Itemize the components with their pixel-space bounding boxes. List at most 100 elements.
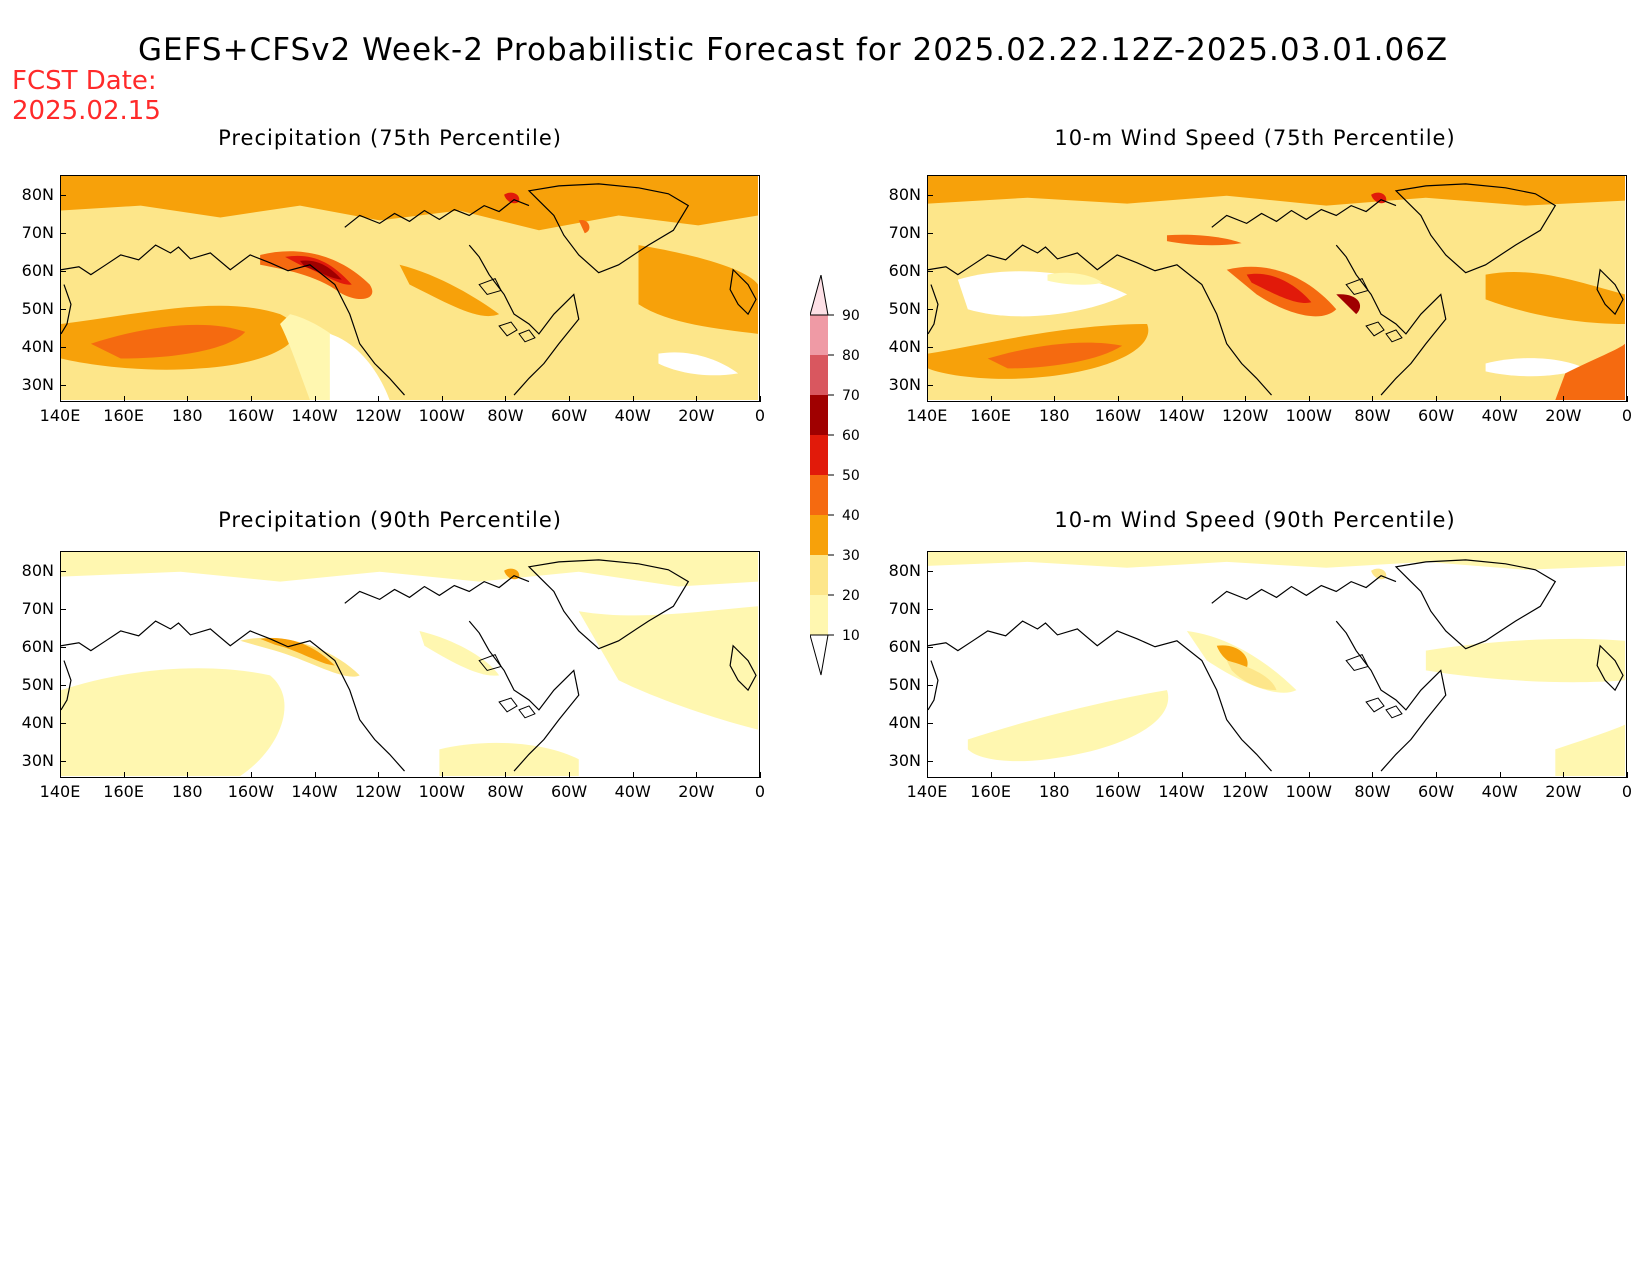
map-field-svg	[928, 552, 1625, 776]
lon-label: 160W	[227, 782, 275, 801]
colorbar: 10 20 30 40 50 60 70 80 90	[809, 274, 880, 685]
coastline	[61, 244, 405, 396]
lon-label: 180	[171, 782, 203, 801]
lon-tick	[60, 772, 61, 778]
lat-label: 60N	[888, 261, 921, 280]
lat-label: 70N	[888, 223, 921, 242]
lake-outline	[498, 697, 518, 713]
coastline	[527, 559, 690, 650]
colorbar-label: 90	[842, 308, 860, 324]
lon-tick	[632, 772, 634, 778]
lat-tick	[927, 761, 933, 762]
lat-label: 40N	[888, 337, 921, 356]
lon-label: 120W	[1221, 406, 1269, 425]
lon-tick	[187, 772, 189, 778]
lat-tick	[927, 685, 933, 686]
lat-label: 30N	[888, 375, 921, 394]
lon-tick	[569, 772, 571, 778]
probability-contour	[658, 352, 739, 376]
probability-contour	[1485, 358, 1586, 377]
probability-contour	[240, 637, 360, 677]
probability-contour	[61, 668, 285, 776]
lon-label: 140E	[39, 782, 81, 801]
coastline	[61, 284, 72, 335]
lon-tick	[990, 772, 992, 778]
lon-tick	[441, 772, 443, 778]
lon-tick	[1627, 772, 1628, 778]
lake-outline	[498, 321, 518, 337]
lat-label: 70N	[21, 223, 54, 242]
coastline	[468, 620, 580, 772]
lon-tick	[1436, 772, 1438, 778]
coastline	[928, 284, 939, 335]
colorbar-segment	[810, 435, 828, 475]
lon-tick	[696, 396, 698, 402]
colorbar-label: 40	[842, 508, 860, 524]
lat-label: 80N	[21, 185, 54, 204]
lon-tick	[60, 396, 61, 402]
lat-tick	[927, 647, 933, 648]
lon-label: 0	[754, 782, 766, 801]
lat-tick	[60, 685, 66, 686]
lon-tick	[123, 772, 125, 778]
colorbar-label: 50	[842, 468, 860, 484]
lat-tick	[60, 571, 66, 572]
coastline	[1335, 244, 1447, 396]
coastline	[1596, 268, 1624, 316]
lon-label: 80W	[487, 406, 524, 425]
lon-label: 160E	[103, 406, 144, 425]
lat-tick	[60, 347, 66, 348]
lat-tick	[60, 609, 66, 610]
lon-label: 100W	[1285, 406, 1332, 425]
lon-label: 160E	[970, 782, 1011, 801]
lat-label: 80N	[888, 561, 921, 580]
lat-label: 40N	[21, 713, 54, 732]
lon-tick	[1245, 396, 1247, 402]
lon-label: 100W	[1285, 782, 1332, 801]
lat-label: 30N	[888, 751, 921, 770]
lon-label: 60W	[1417, 782, 1455, 801]
probability-contour	[439, 742, 579, 776]
lon-tick	[1117, 396, 1119, 402]
lon-tick	[1181, 396, 1183, 402]
coastline	[527, 183, 690, 274]
lon-tick	[632, 396, 634, 402]
lon-tick	[1372, 772, 1374, 778]
coastline	[928, 660, 939, 711]
lon-label: 100W	[418, 406, 465, 425]
lon-tick	[1563, 772, 1565, 778]
lon-label: 120W	[1221, 782, 1269, 801]
lake-outline	[1365, 697, 1385, 713]
map-precip-90	[60, 551, 760, 778]
lon-label: 120W	[354, 406, 402, 425]
lon-tick	[1563, 396, 1565, 402]
probability-contour	[260, 251, 373, 300]
lat-tick	[927, 233, 933, 234]
panel-title-wind-75: 10-m Wind Speed (75th Percentile)	[1054, 126, 1456, 150]
colorbar-label: 10	[842, 628, 860, 644]
coastline	[1394, 183, 1557, 274]
colorbar-label: 80	[842, 348, 860, 364]
lon-tick	[1054, 396, 1056, 402]
probability-contour	[1047, 272, 1103, 285]
lat-tick	[60, 723, 66, 724]
lon-tick	[760, 772, 761, 778]
probability-contour	[1555, 343, 1625, 400]
colorbar-label: 30	[842, 548, 860, 564]
lon-label: 0	[754, 406, 766, 425]
lon-tick	[441, 396, 443, 402]
lon-tick	[1054, 772, 1056, 778]
lon-label: 0	[1621, 406, 1633, 425]
probability-contour	[987, 342, 1123, 369]
lat-label: 80N	[21, 561, 54, 580]
lon-tick	[696, 772, 698, 778]
probability-contour	[928, 176, 1625, 206]
probability-contour	[1216, 645, 1248, 669]
lon-label: 120W	[354, 782, 402, 801]
lat-label: 50N	[888, 675, 921, 694]
lake-outline	[518, 705, 536, 719]
coastline	[344, 199, 530, 228]
coastline	[729, 268, 757, 316]
lon-tick	[314, 772, 316, 778]
lon-tick	[927, 772, 928, 778]
